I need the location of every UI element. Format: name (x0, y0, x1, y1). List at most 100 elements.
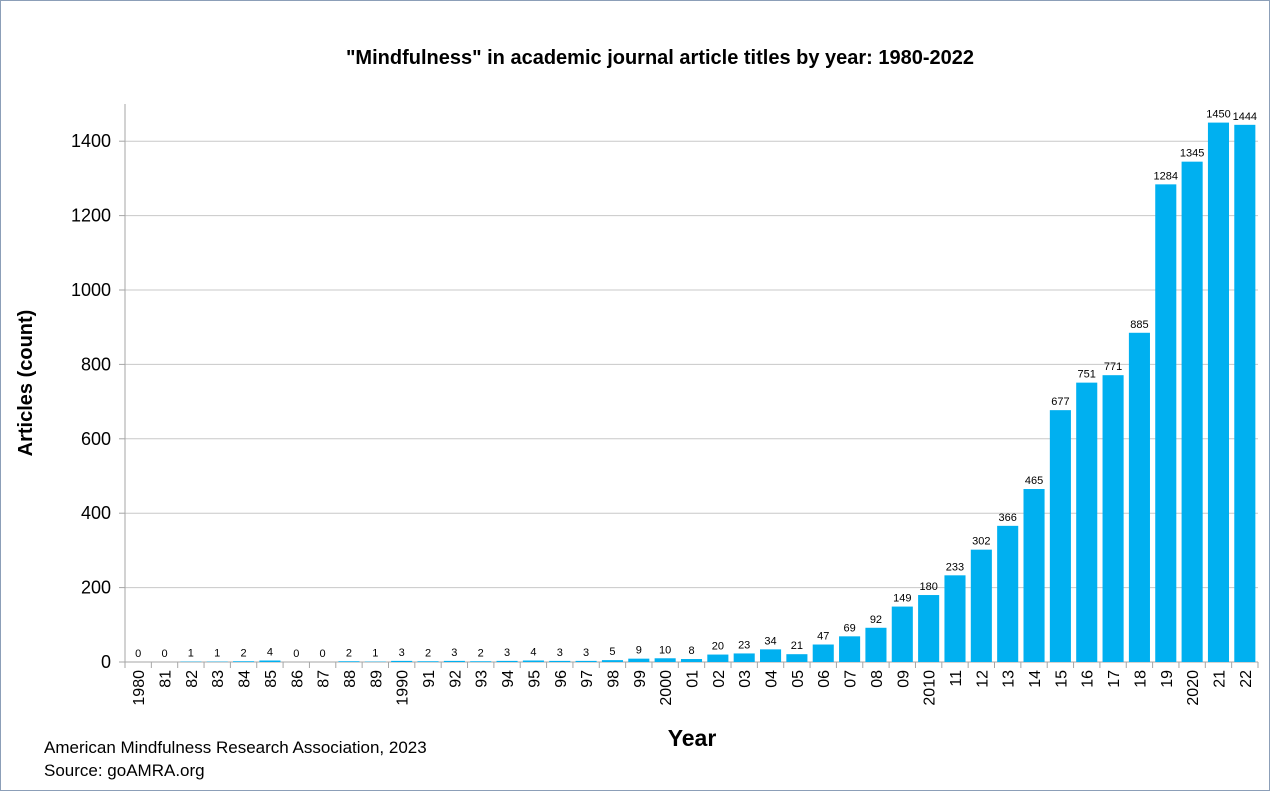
data-label: 2 (346, 647, 352, 659)
x-tick-label: 1980 (131, 670, 148, 706)
y-tick-label: 400 (81, 503, 111, 523)
bar (654, 658, 676, 662)
bar (233, 661, 255, 662)
bar (417, 661, 439, 662)
x-tick-label: 11 (948, 670, 965, 687)
x-tick-label: 13 (1001, 670, 1018, 688)
data-label: 233 (946, 561, 964, 573)
bar (918, 595, 940, 662)
bar (1049, 410, 1071, 662)
x-tick-label: 84 (237, 670, 254, 688)
bar (628, 658, 650, 662)
y-axis-label: Articles (count) (15, 310, 37, 457)
x-tick-label: 08 (869, 670, 886, 688)
data-label: 3 (451, 647, 457, 659)
x-tick-label: 12 (974, 670, 991, 688)
x-tick-label: 2000 (658, 670, 675, 706)
x-tick-label: 93 (474, 670, 491, 688)
data-label: 47 (817, 631, 829, 643)
bar (259, 660, 281, 662)
data-label: 4 (530, 647, 536, 659)
data-label: 23 (738, 639, 750, 651)
x-tick-label: 06 (816, 670, 833, 688)
x-tick-label: 91 (421, 670, 438, 688)
bar (760, 649, 782, 662)
data-label: 0 (293, 648, 299, 660)
y-tick-label: 600 (81, 429, 111, 449)
bar (1102, 375, 1124, 662)
x-tick-label: 85 (263, 670, 280, 688)
data-label: 2 (425, 647, 431, 659)
y-axis-ticks: 0 200 400 600 800 1000 1200 1400 (71, 131, 125, 672)
bar (1155, 184, 1177, 663)
y-tick-label: 800 (81, 354, 111, 374)
x-tick-label: 05 (790, 670, 807, 688)
bar (522, 660, 544, 662)
x-tick-label: 09 (895, 670, 912, 688)
data-label: 1450 (1206, 109, 1230, 121)
bar (1023, 489, 1045, 662)
x-tick-label: 83 (210, 670, 227, 688)
bar (944, 575, 966, 662)
data-label: 2 (478, 647, 484, 659)
footer-credit: American Mindfulness Research Associatio… (44, 738, 427, 757)
data-label: 1345 (1180, 148, 1204, 160)
y-tick-label: 200 (81, 578, 111, 598)
x-tick-label: 14 (1027, 670, 1044, 688)
x-tick-label: 17 (1106, 670, 1123, 688)
bar (733, 653, 755, 662)
data-label: 34 (764, 635, 776, 647)
x-tick-label: 99 (632, 670, 649, 688)
bar (338, 661, 360, 662)
data-label: 465 (1025, 475, 1043, 487)
x-tick-label: 2010 (922, 670, 939, 706)
data-label: 69 (843, 622, 855, 634)
bar (1234, 124, 1256, 662)
data-labels: 0 0 1 1 2 4 0 0 2 1 3 2 3 2 3 4 3 3 5 9 10 8 20 23 34 21476992149… (135, 109, 1257, 660)
bar (812, 644, 834, 662)
x-tick-label: 15 (1053, 670, 1070, 688)
data-label: 3 (399, 647, 405, 659)
x-tick-label: 98 (605, 670, 622, 688)
bar (391, 660, 413, 662)
bar (549, 660, 571, 662)
x-tick-label: 1990 (395, 670, 412, 706)
x-axis-label: Year (668, 725, 717, 751)
x-tick-label: 16 (1080, 670, 1097, 688)
x-tick-label: 07 (843, 670, 860, 688)
bar (1128, 332, 1150, 662)
data-label: 1284 (1154, 170, 1178, 182)
chart-title: "Mindfulness" in academic journal articl… (346, 47, 974, 69)
data-label: 3 (583, 647, 589, 659)
x-tick-label: 04 (764, 670, 781, 688)
bar (443, 660, 465, 662)
bar (997, 525, 1019, 662)
x-tick-label: 22 (1238, 670, 1255, 688)
data-label: 302 (972, 536, 990, 548)
x-tick-label: 88 (342, 670, 359, 688)
data-label: 677 (1051, 396, 1069, 408)
data-label: 9 (636, 645, 642, 657)
data-label: 0 (161, 648, 167, 660)
bar (891, 606, 913, 662)
x-tick-label: 02 (711, 670, 728, 688)
x-tick-label: 03 (737, 670, 754, 688)
data-label: 0 (135, 648, 141, 660)
bar (470, 661, 492, 662)
bar (707, 654, 729, 662)
y-tick-label: 1400 (71, 131, 111, 151)
x-tick-label: 94 (500, 670, 517, 688)
footer-source: Source: goAMRA.org (44, 761, 205, 780)
x-tick-label: 81 (158, 670, 175, 688)
data-label: 10 (659, 644, 671, 656)
x-tick-label: 95 (526, 670, 543, 688)
data-label: 885 (1130, 319, 1148, 331)
x-axis-ticks: 1980 81 82 83 84 85 86 87 88 89 1990 91 92 93 94 95 96 97… (124, 662, 1259, 706)
x-tick-label: 2020 (1185, 670, 1202, 706)
y-tick-label: 1200 (71, 206, 111, 226)
data-label: 1 (188, 648, 194, 660)
data-label: 4 (267, 647, 273, 659)
data-label: 1 (214, 648, 220, 660)
data-label: 751 (1078, 369, 1096, 381)
